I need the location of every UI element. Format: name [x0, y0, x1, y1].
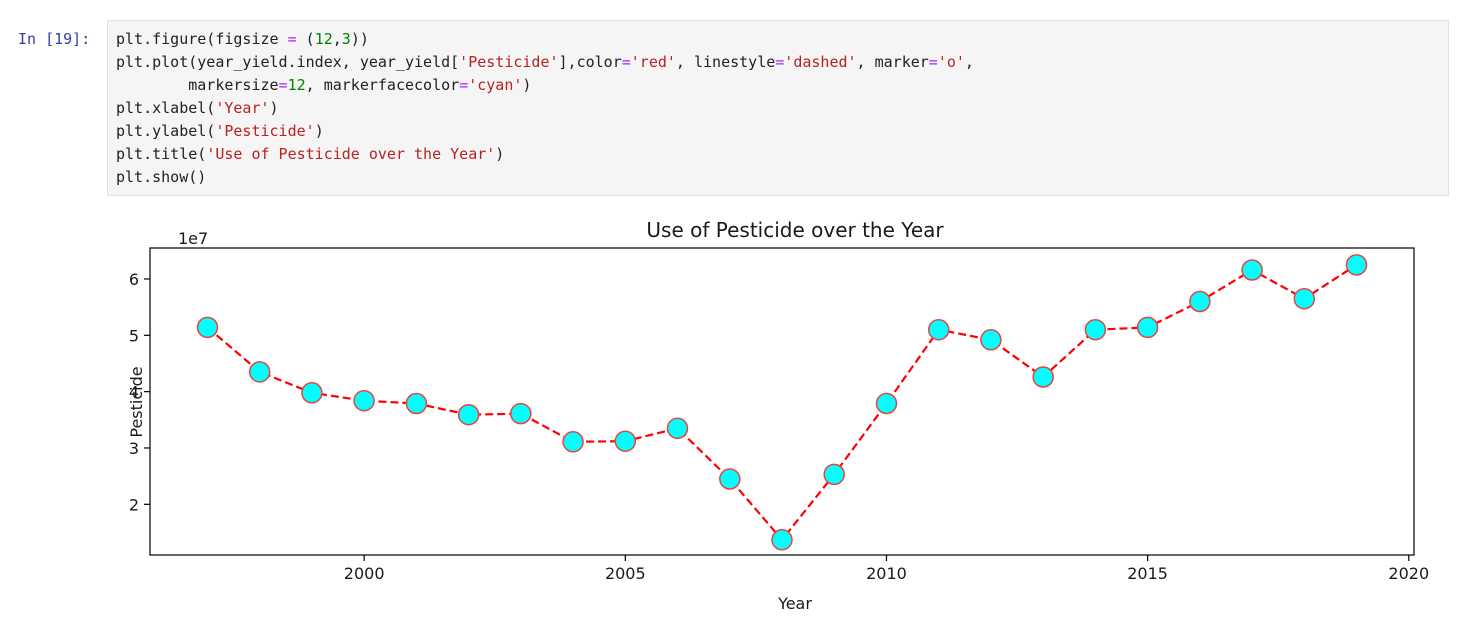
data-point — [1293, 287, 1316, 310]
code-token: , markerfacecolor — [305, 76, 460, 94]
data-point — [771, 529, 793, 551]
data-point — [927, 318, 950, 341]
code-token: 3 — [341, 30, 351, 48]
code-token: 'Pesticide' — [215, 122, 315, 140]
code-token: = — [621, 53, 631, 71]
code-token: plt.xlabel( — [116, 99, 216, 117]
data-point — [1345, 254, 1368, 276]
y-tick-label: 4 — [129, 383, 139, 402]
data-point — [980, 329, 1002, 351]
code-line: plt.title('Use of Pesticide over the Yea… — [116, 143, 504, 166]
code-token: ) — [495, 145, 505, 163]
code-token: 12 — [314, 30, 333, 48]
x-axis-ticks: 2000 2005 2010 2015 2020 — [344, 555, 1429, 583]
data-point — [301, 382, 323, 404]
code-line: plt.show() — [116, 166, 206, 189]
code-line: plt.ylabel('Pesticide') — [116, 120, 324, 143]
data-point — [666, 417, 689, 440]
code-token: ],color — [558, 53, 622, 71]
data-point — [1241, 259, 1263, 281]
plot-frame — [149, 247, 1415, 556]
data-point — [353, 389, 375, 412]
data-point — [875, 392, 898, 415]
x-tick-label: 2015 — [1127, 564, 1168, 583]
data-point — [1032, 366, 1054, 388]
code-token: = — [287, 30, 297, 48]
code-token: 'red' — [630, 53, 676, 71]
code-line: plt.plot(year_yield.index, year_yield['P… — [116, 51, 974, 74]
data-point — [562, 431, 584, 453]
x-tick-label: 2010 — [866, 564, 907, 583]
code-token: ( — [296, 30, 315, 48]
code-token: , — [964, 53, 974, 71]
y-axis-ticks: 2 3 4 5 6 — [129, 270, 150, 514]
data-point — [1136, 316, 1159, 339]
code-token: )) — [350, 30, 369, 48]
code-token: plt.figure(figsize — [116, 30, 288, 48]
code-token: 'Year' — [215, 99, 270, 117]
code-token: , marker — [856, 53, 929, 71]
x-tick-label: 2020 — [1388, 564, 1429, 583]
chart-title: Use of Pesticide over the Year — [646, 218, 944, 242]
code-token: plt.title( — [116, 145, 207, 163]
code-token: plt.ylabel( — [116, 122, 216, 140]
code-token: = — [459, 76, 469, 94]
y-axis-label: Pesticide — [127, 366, 146, 437]
y-tick-label: 6 — [129, 270, 139, 289]
series-layer — [196, 254, 1368, 551]
code-token: plt.show() — [116, 168, 207, 186]
data-point — [614, 430, 637, 452]
code-token: ) — [314, 122, 324, 140]
series-line — [206, 263, 1358, 542]
data-point — [510, 402, 532, 425]
code-token: 'Use of Pesticide over the Year' — [206, 145, 496, 163]
code-cell-editor[interactable]: plt.figure(figsize = (12,3)) plt.plot(yea… — [107, 20, 1449, 196]
x-tick-label: 2005 — [605, 564, 646, 583]
y-tick-label: 2 — [129, 495, 139, 514]
code-line: plt.figure(figsize = (12,3)) — [116, 28, 369, 51]
y-offset-label: 1e7 — [178, 229, 208, 248]
code-token: 'Pesticide' — [459, 53, 559, 71]
data-point — [719, 468, 741, 490]
code-token: ) — [522, 76, 532, 94]
code-token: , — [332, 30, 342, 48]
code-line: plt.xlabel('Year') — [116, 97, 279, 120]
data-point — [1189, 290, 1211, 313]
data-point — [457, 403, 480, 426]
code-token: plt.plot(year_yield.index, year_yield[ — [116, 53, 460, 71]
x-axis-label: Year — [777, 594, 812, 613]
code-token: 'cyan' — [468, 76, 523, 94]
code-token: 12 — [287, 76, 306, 94]
code-token: 'dashed' — [784, 53, 857, 71]
code-token: markersize — [116, 76, 279, 94]
x-tick-label: 2000 — [344, 564, 385, 583]
output-figure: Use of Pesticide over the Year 1e7 2000 2… — [0, 205, 1460, 635]
y-tick-label: 3 — [129, 439, 139, 458]
data-point — [405, 392, 428, 415]
code-token: = — [775, 53, 785, 71]
data-point — [196, 316, 219, 339]
y-tick-label: 5 — [129, 326, 139, 345]
data-point — [248, 361, 271, 383]
cell-prompt: In [19]: — [18, 30, 91, 48]
data-point — [1084, 318, 1107, 341]
code-token: = — [278, 76, 288, 94]
code-token: = — [928, 53, 938, 71]
code-line: markersize=12, markerfacecolor='cyan') — [116, 74, 531, 97]
pesticide-line-chart: Use of Pesticide over the Year 1e7 2000 2… — [127, 218, 1429, 613]
code-token: , linestyle — [675, 53, 776, 71]
data-point — [823, 463, 845, 486]
code-token: ) — [269, 99, 279, 117]
code-token: 'o' — [937, 53, 965, 71]
